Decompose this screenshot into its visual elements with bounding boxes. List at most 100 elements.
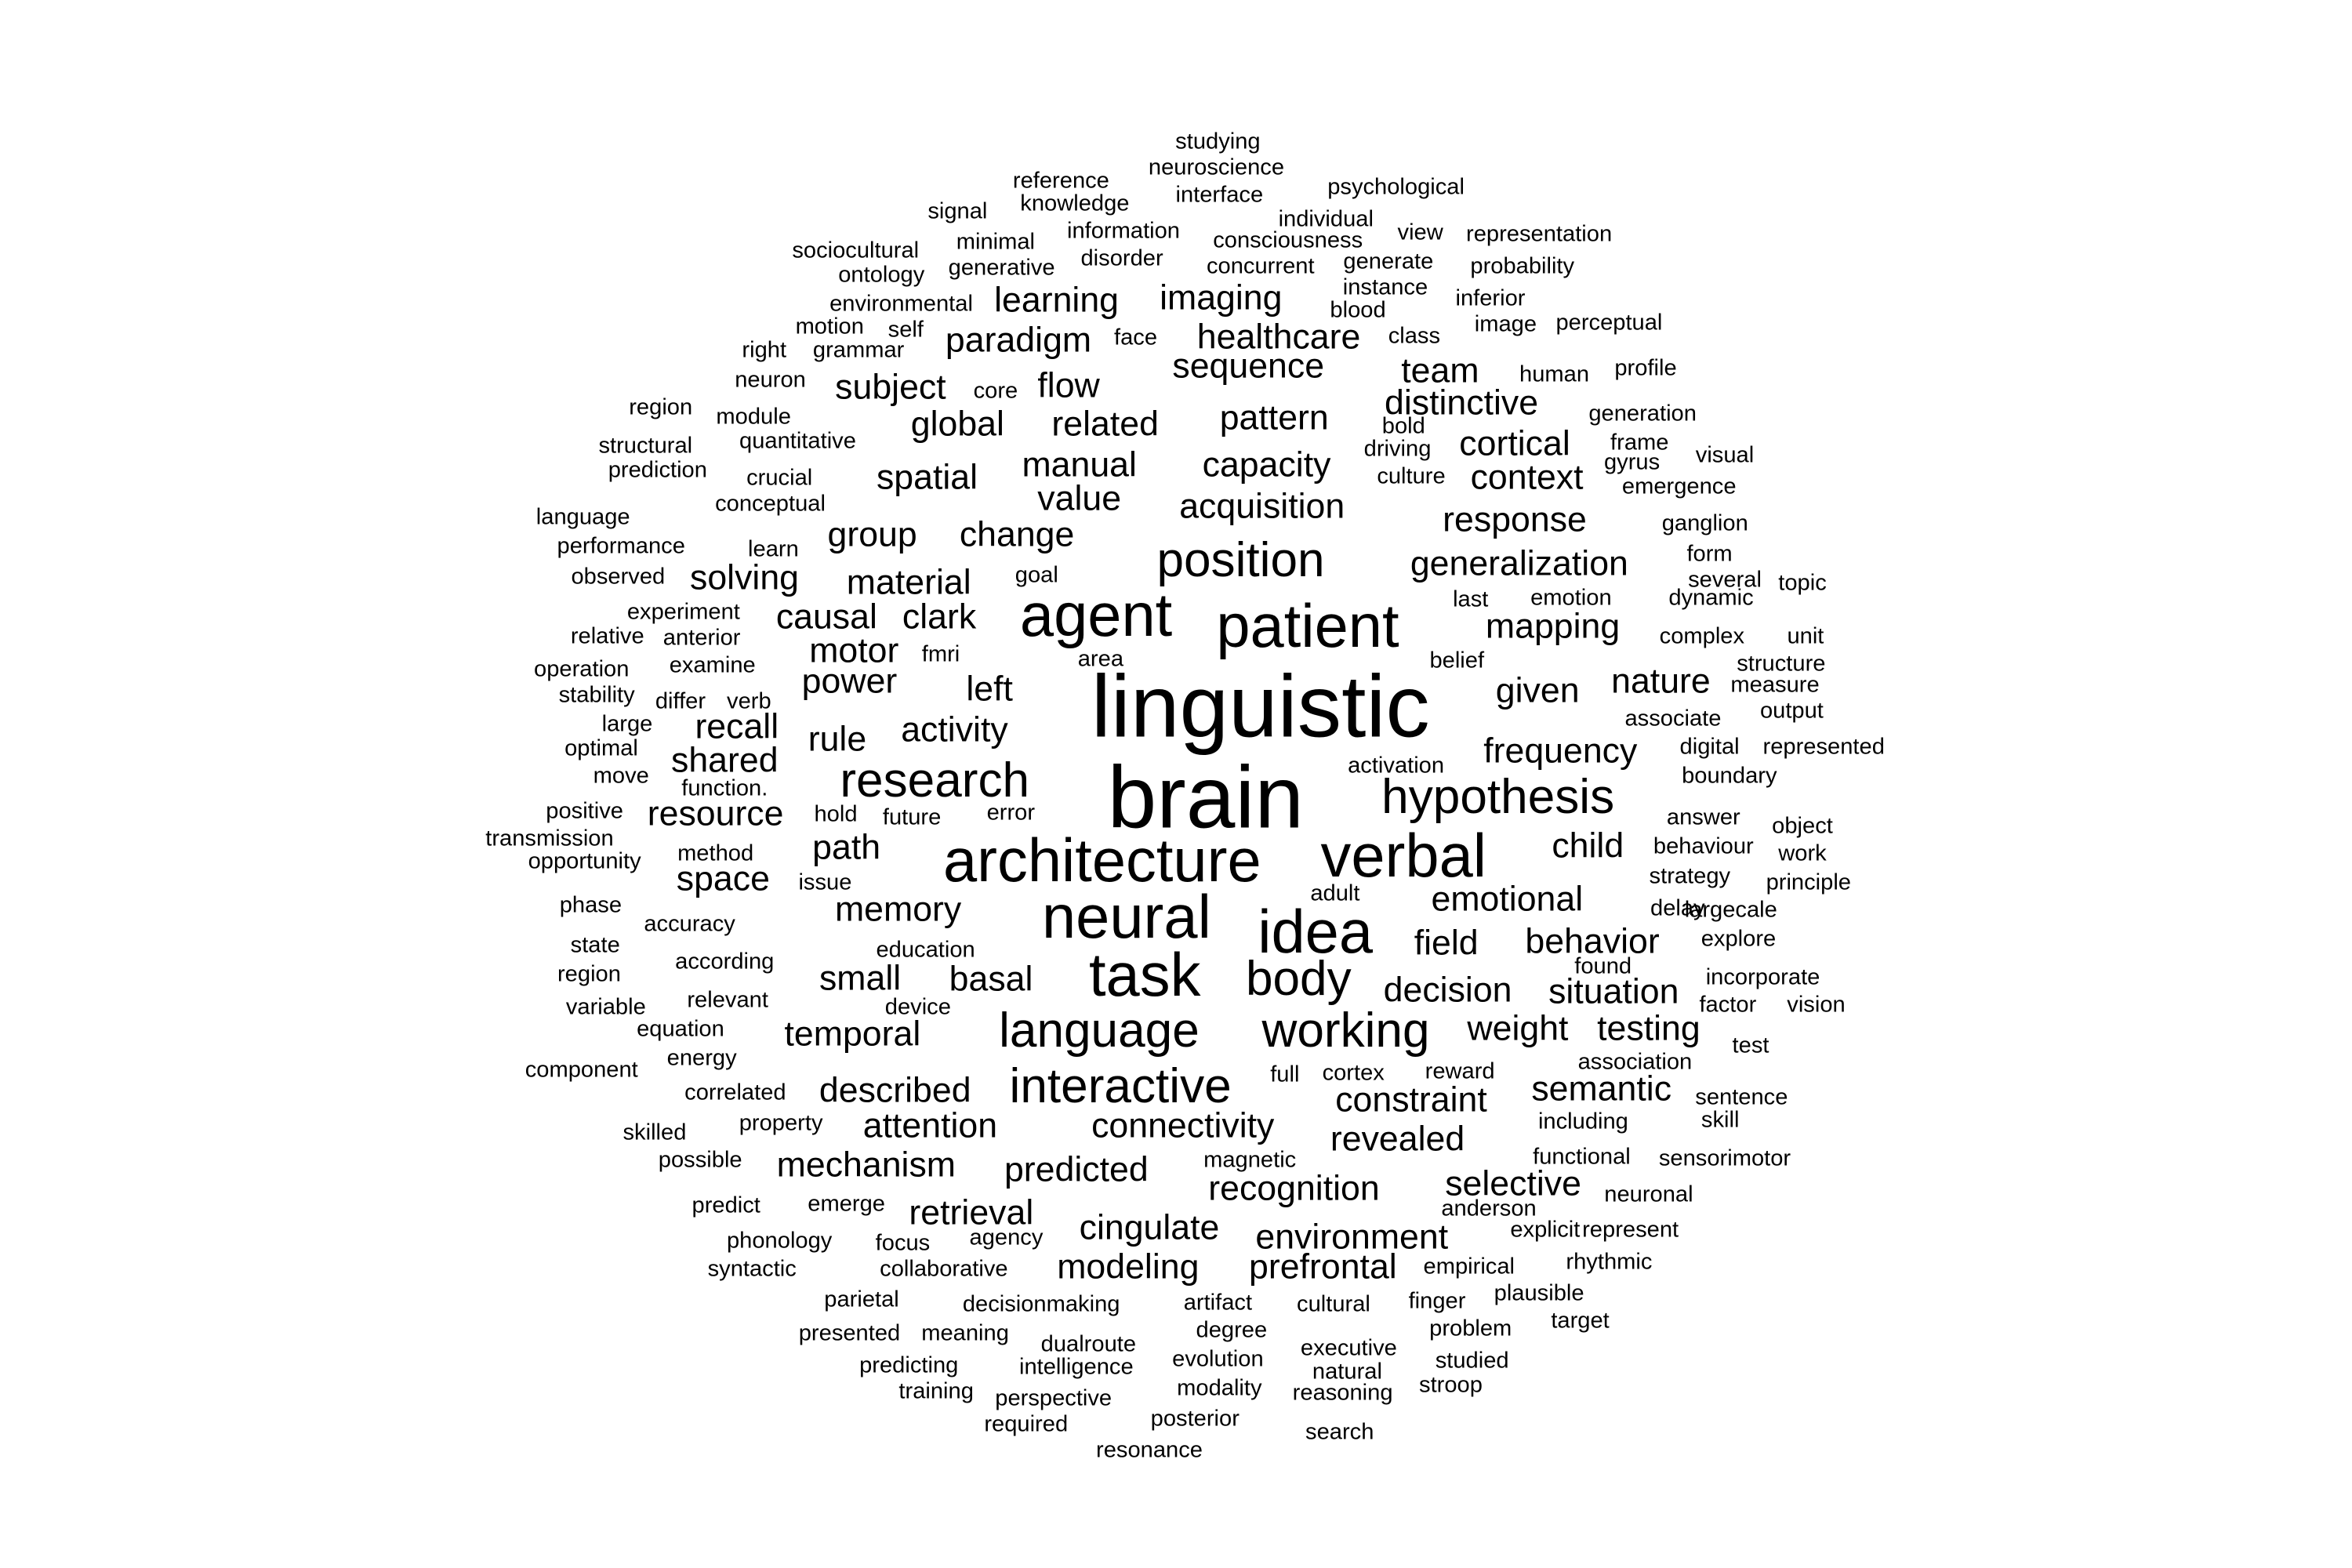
word-crucial: crucial — [746, 465, 813, 491]
word-activity: activity — [901, 710, 1008, 750]
word-module: module — [716, 404, 791, 430]
word-dynamic: dynamic — [1668, 585, 1754, 611]
word-activation: activation — [1348, 753, 1445, 779]
word-human: human — [1519, 361, 1590, 387]
word-basal: basal — [949, 960, 1033, 1000]
word-perceptual: perceptual — [1555, 310, 1663, 336]
word-fmri: fmri — [921, 641, 960, 667]
word-skill: skill — [1700, 1107, 1740, 1133]
word-unit: unit — [1787, 623, 1824, 649]
word-work: work — [1778, 840, 1827, 866]
word-solving: solving — [689, 558, 800, 597]
word-generate: generate — [1343, 249, 1434, 274]
word-neuron: neuron — [735, 367, 806, 393]
word-generalization: generalization — [1410, 545, 1628, 584]
word-weight: weight — [1467, 1009, 1569, 1048]
word-generative: generative — [948, 255, 1055, 281]
word-hold: hold — [814, 801, 858, 827]
word-spatial: spatial — [876, 458, 978, 497]
word-syntactic: syntactic — [707, 1256, 797, 1282]
word-interface: interface — [1175, 181, 1264, 207]
word-learn: learn — [748, 536, 799, 562]
word-minimal: minimal — [956, 229, 1036, 255]
word-stroop: stroop — [1419, 1372, 1483, 1398]
word-modeling: modeling — [1057, 1248, 1200, 1287]
word-several: several — [1688, 567, 1762, 593]
word-agency: agency — [969, 1225, 1044, 1250]
word-measure: measure — [1730, 672, 1820, 698]
word-quantitative: quantitative — [739, 428, 856, 454]
word-reward: reward — [1425, 1058, 1495, 1084]
word-linguistic: linguistic — [1091, 656, 1430, 756]
word-future: future — [882, 804, 942, 830]
word-manual: manual — [1022, 445, 1137, 485]
word-posterior: posterior — [1150, 1406, 1240, 1432]
word-core: core — [973, 378, 1018, 404]
word-emerge: emerge — [808, 1191, 885, 1217]
word-large: large — [601, 711, 653, 737]
word-environment: environment — [1255, 1218, 1449, 1257]
word-brain: brain — [1107, 748, 1305, 848]
word-prediction: prediction — [608, 457, 707, 483]
word-ontology: ontology — [838, 262, 925, 288]
word-component: component — [524, 1057, 638, 1083]
word-representation: representation — [1466, 221, 1613, 247]
word-learning: learning — [994, 281, 1120, 321]
word-memory: memory — [834, 890, 962, 929]
word-subject: subject — [835, 368, 946, 407]
word-neural: neural — [1041, 884, 1211, 952]
word-recall: recall — [695, 707, 779, 746]
word-executive: executive — [1300, 1335, 1397, 1361]
word-path: path — [812, 828, 881, 867]
word-healthcare: healthcare — [1196, 318, 1361, 357]
word-observed: observed — [571, 564, 666, 590]
word-presented: presented — [798, 1320, 901, 1346]
word-retrieval: retrieval — [909, 1193, 1034, 1232]
word-causal: causal — [775, 598, 877, 637]
word-area: area — [1077, 646, 1124, 672]
word-driving: driving — [1363, 436, 1432, 462]
word-resource: resource — [647, 794, 784, 833]
word-working: working — [1261, 1003, 1430, 1058]
word-studying: studying — [1175, 129, 1261, 154]
word-association: association — [1577, 1049, 1693, 1075]
word-property: property — [739, 1110, 823, 1136]
word-answer: answer — [1666, 804, 1740, 830]
word-performance: performance — [557, 533, 685, 559]
word-left: left — [966, 670, 1013, 709]
word-power: power — [801, 662, 898, 701]
word-attention: attention — [862, 1106, 998, 1145]
word-gyrus: gyrus — [1603, 449, 1661, 475]
word-visual: visual — [1695, 442, 1755, 468]
word-object: object — [1772, 813, 1833, 839]
word-body: body — [1245, 951, 1352, 1006]
word-perspective: perspective — [995, 1385, 1112, 1411]
word-stability: stability — [558, 682, 635, 708]
word-collaborative: collaborative — [880, 1256, 1008, 1282]
word-test: test — [1732, 1033, 1769, 1058]
word-verbal: verbal — [1320, 822, 1487, 891]
word-opportunity: opportunity — [528, 848, 641, 874]
word-adult: adult — [1310, 880, 1360, 906]
word-profile: profile — [1614, 355, 1677, 381]
word-research: research — [840, 753, 1030, 808]
word-incorporate: incorporate — [1705, 964, 1820, 990]
word-temporal: temporal — [784, 1015, 921, 1054]
word-revealed: revealed — [1330, 1120, 1465, 1160]
word-differ: differ — [655, 688, 706, 714]
word-operation: operation — [534, 656, 630, 682]
word-phase: phase — [559, 892, 622, 918]
word-selective: selective — [1445, 1164, 1581, 1203]
word-correlated: correlated — [684, 1080, 786, 1105]
word-prefrontal: prefrontal — [1249, 1248, 1397, 1287]
word-rhythmic: rhythmic — [1566, 1249, 1653, 1275]
word-clark: clark — [902, 598, 977, 637]
word-task: task — [1088, 941, 1201, 1009]
word-rule: rule — [808, 720, 867, 759]
word-dualroute: dualroute — [1040, 1331, 1137, 1356]
word-image: image — [1474, 311, 1537, 337]
word-meaning: meaning — [921, 1320, 1009, 1346]
word-described: described — [818, 1071, 971, 1110]
word-magnetic: magnetic — [1203, 1147, 1297, 1173]
word-strategy: strategy — [1649, 863, 1731, 889]
